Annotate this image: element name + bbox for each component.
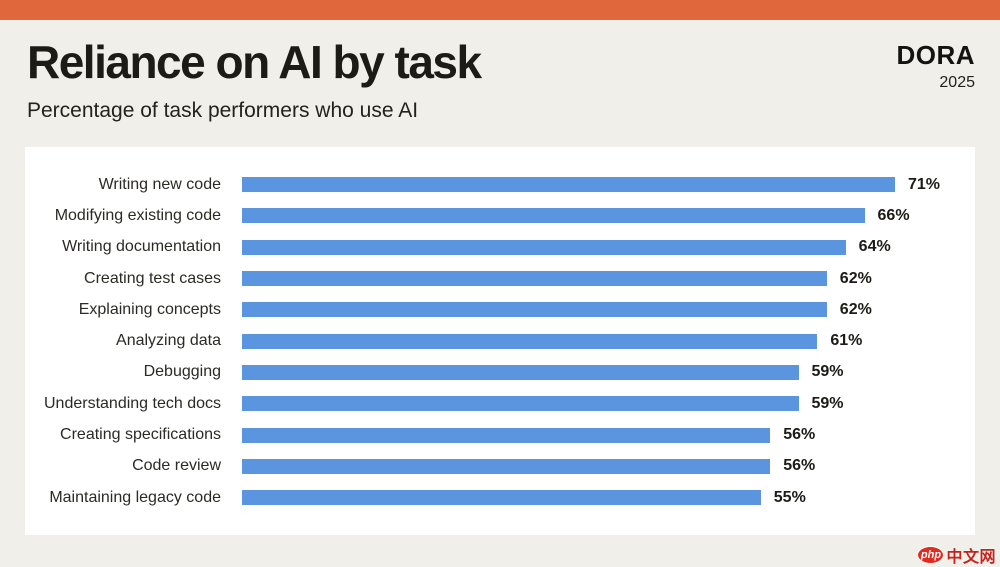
category-label: Creating test cases [84,269,221,287]
category-label: Modifying existing code [54,206,221,224]
value-label: 61% [830,332,863,350]
bar [242,177,895,193]
report-year: 2025 [939,74,975,91]
bar [242,490,761,506]
bar [242,458,771,474]
watermark: php 中文网 [917,545,996,566]
bar-track: 71% [242,175,940,193]
chart-row: Understanding tech docs 59% [25,388,975,419]
value-label: 66% [877,206,910,224]
value-label: 62% [839,300,872,318]
value-label: 56% [783,457,816,475]
value-label: 56% [783,426,816,444]
bar [242,333,818,349]
page-title: Reliance on AI by task [27,36,482,88]
chart-row: Explaining concepts 62% [25,294,975,325]
category-label: Debugging [143,363,221,381]
category-label: Maintaining legacy code [49,488,221,506]
value-label: 64% [858,238,891,256]
dora-logo: DORA [896,40,975,70]
category-label: Explaining concepts [78,300,221,318]
chart-row: Writing new code 71% [25,169,975,200]
chart-row: Debugging 59% [25,357,975,388]
bar [242,239,846,255]
value-label: 62% [839,269,872,287]
category-label: Analyzing data [116,332,221,350]
bar-track: 61% [242,332,940,350]
value-label: 59% [811,394,844,412]
category-label: Writing new code [98,175,221,193]
bar-track: 64% [242,238,940,256]
top-accent-bar [0,0,1000,20]
bar-chart: Writing new code 71% Modifying existing co… [25,147,975,535]
chart-row: Code review 56% [25,451,975,482]
category-label: Code review [132,457,221,475]
bar [242,271,827,287]
header: Reliance on AI by task Percentage of tas… [0,20,1000,123]
bar [242,427,771,443]
bar [242,302,827,318]
chart-row: Creating test cases 62% [25,263,975,294]
value-label: 71% [907,175,940,193]
bar-track: 59% [242,394,940,412]
bar [242,364,799,380]
bar-track: 66% [242,206,940,224]
brand-block: DORA 2025 [896,40,975,92]
bar-track: 59% [242,363,940,381]
bar [242,208,865,224]
bar [242,396,799,412]
bar-track: 55% [242,488,940,506]
bar-track: 62% [242,269,940,287]
bar-track: 56% [242,426,940,444]
php-badge-icon: php [917,546,945,564]
category-label: Writing documentation [62,238,221,256]
chart-row: Creating specifications 56% [25,419,975,450]
chart-row: Analyzing data 61% [25,325,975,356]
bar-track: 56% [242,457,940,475]
category-label: Understanding tech docs [44,394,221,412]
value-label: 59% [811,363,844,381]
watermark-text: 中文网 [946,549,996,566]
bar-track: 62% [242,300,940,318]
chart-row: Modifying existing code 66% [25,200,975,231]
chart-row: Maintaining legacy code 55% [25,482,975,513]
page-subtitle: Percentage of task performers who use AI [27,99,419,123]
category-label: Creating specifications [60,426,221,444]
chart-row: Writing documentation 64% [25,232,975,263]
value-label: 55% [773,488,806,506]
